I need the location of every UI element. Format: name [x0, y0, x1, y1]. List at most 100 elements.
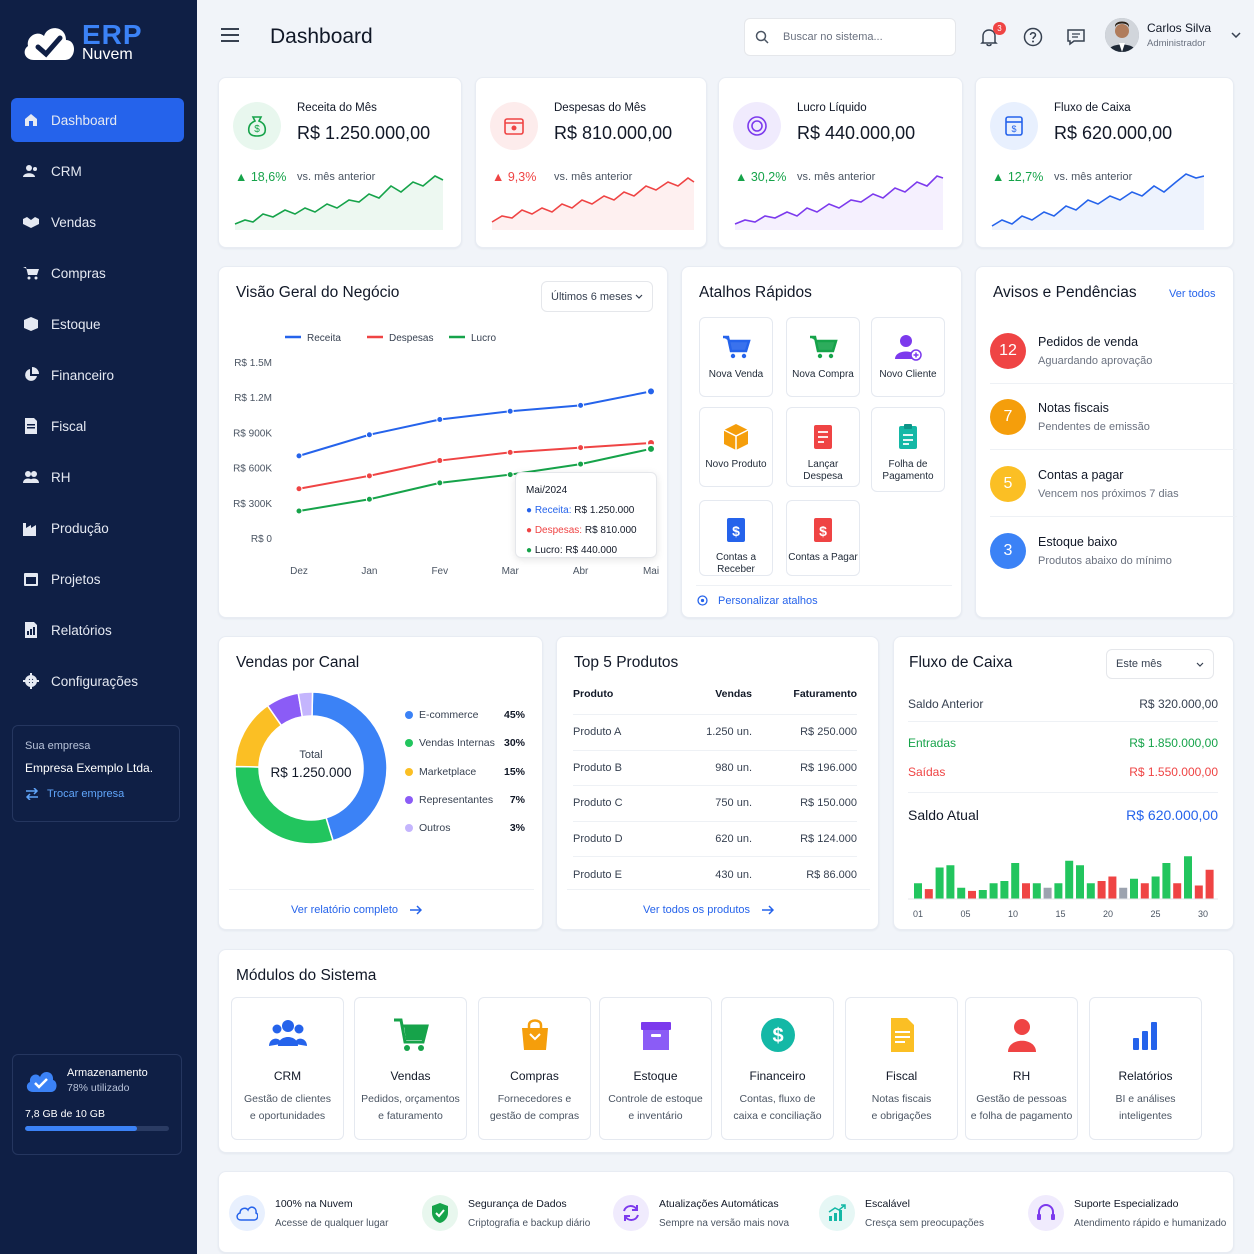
- shortcut-nova-venda[interactable]: Nova Venda: [699, 317, 773, 397]
- cashflow-bar: [1140, 883, 1149, 899]
- shortcut-nova-compra[interactable]: Nova Compra: [786, 317, 860, 397]
- kpi-change-value: 18,6%: [250, 170, 287, 184]
- sidebar-item-projetos[interactable]: Projetos: [11, 557, 184, 601]
- module-desc: Gestão de pessoas e folha de pagamento: [966, 1091, 1077, 1125]
- cell: Produto D: [573, 820, 682, 857]
- shortcut-novo-produto[interactable]: Novo Produto: [699, 407, 773, 487]
- see-all-link[interactable]: Ver todos: [1169, 288, 1216, 300]
- module-rh[interactable]: RH Gestão de pessoas e folha de pagamento: [965, 997, 1078, 1140]
- x-tick-label: 10: [1008, 909, 1018, 919]
- data-point[interactable]: [646, 443, 656, 454]
- range-select[interactable]: Últimos 6 meses: [541, 281, 653, 312]
- help-icon[interactable]: [1023, 27, 1043, 47]
- data-point[interactable]: [506, 448, 514, 456]
- data-point[interactable]: [577, 444, 585, 452]
- sidebar-item-crm[interactable]: CRM: [11, 149, 184, 193]
- data-point[interactable]: [436, 479, 444, 487]
- alert-item[interactable]: 7 Notas fiscais Pendentes de emissão: [990, 384, 1237, 450]
- cell: R$ 250.000: [752, 714, 857, 750]
- cashflow-bar: [1054, 883, 1063, 899]
- sidebar-item-dashboard[interactable]: Dashboard: [11, 98, 184, 142]
- hamburger-menu-icon[interactable]: [221, 27, 239, 43]
- cashflow-bar: [1022, 883, 1030, 899]
- module-financeiro[interactable]: $ Financeiro Contas, fluxo de caixa e con…: [721, 997, 834, 1140]
- data-point[interactable]: [295, 485, 303, 493]
- message-icon[interactable]: [1066, 27, 1086, 47]
- module-vendas[interactable]: Vendas Pedidos, orçamentos e faturamento: [354, 997, 467, 1140]
- feature-icon-bg: [613, 1195, 649, 1231]
- switch-company-link[interactable]: Trocar empresa: [25, 788, 167, 800]
- table-row[interactable]: Produto A 1.250 un. R$ 250.000: [573, 714, 857, 750]
- cashflow-bar: [989, 883, 998, 899]
- alert-item[interactable]: 3 Estoque baixo Produtos abaixo do mínimo: [990, 518, 1237, 584]
- shortcut-folha-pagamento[interactable]: Folha de Pagamento: [871, 407, 945, 492]
- shortcut-contas-receber[interactable]: $ Contas a Receber: [699, 500, 773, 576]
- table-row[interactable]: Produto B 980 un. R$ 196.000: [573, 749, 857, 786]
- legend-item: E-commerce 45%: [405, 709, 525, 721]
- period-select[interactable]: Este mês: [1106, 649, 1214, 679]
- chevron-down-icon: [635, 294, 643, 299]
- kpi-change-value: 9,3%: [507, 170, 537, 184]
- sidebar-item-compras[interactable]: Compras: [11, 251, 184, 295]
- sidebar-item-rh[interactable]: RH: [11, 455, 184, 499]
- module-desc-line: e obrigações: [871, 1110, 932, 1122]
- donut-slice[interactable]: [297, 691, 314, 718]
- sidebar-item-configuracoes[interactable]: Configurações: [11, 659, 184, 703]
- alert-item[interactable]: 12 Pedidos de venda Aguardando aprovação: [990, 318, 1237, 384]
- data-point[interactable]: [365, 495, 373, 503]
- feature-icon-bg: [422, 1195, 458, 1231]
- cashflow-bar: [1043, 887, 1052, 899]
- shortcut-lancar-despesa[interactable]: Lançar Despesa: [786, 407, 860, 487]
- module-desc-line: caixa e conciliação: [733, 1110, 822, 1122]
- data-point[interactable]: [295, 507, 303, 515]
- data-point[interactable]: [506, 407, 514, 415]
- customize-shortcuts-link[interactable]: Personalizar atalhos: [696, 594, 818, 607]
- donut-slice[interactable]: [311, 691, 388, 842]
- sidebar-item-vendas[interactable]: Vendas: [11, 200, 184, 244]
- shortcut-novo-cliente[interactable]: Novo Cliente: [871, 317, 945, 397]
- user-menu[interactable]: Carlos Silva Administrador: [1105, 18, 1241, 52]
- sidebar-item-fiscal[interactable]: Fiscal: [11, 404, 184, 448]
- data-point[interactable]: [646, 386, 656, 397]
- legend-name: Vendas Internas: [419, 737, 495, 749]
- data-point[interactable]: [365, 472, 373, 480]
- sidebar-item-producao[interactable]: Produção: [11, 506, 184, 550]
- table-row[interactable]: Produto D 620 un. R$ 124.000: [573, 820, 857, 857]
- search-box[interactable]: [744, 18, 956, 56]
- table-row[interactable]: Produto E 430 un. R$ 86.000: [573, 856, 857, 892]
- logo[interactable]: ERP Nuvem: [20, 20, 143, 64]
- user-add-icon: [895, 335, 922, 361]
- legend-label: Lucro: [471, 333, 496, 344]
- data-point[interactable]: [577, 401, 585, 409]
- module-estoque[interactable]: Estoque Controle de estoque e inventário: [599, 997, 712, 1140]
- module-fiscal[interactable]: Fiscal Notas fiscais e obrigações: [845, 997, 958, 1140]
- data-point[interactable]: [506, 471, 514, 479]
- data-point[interactable]: [365, 431, 373, 439]
- kpi-change-value: 12,7%: [1007, 170, 1044, 184]
- module-relatorios[interactable]: Relatórios BI e análises inteligentes: [1089, 997, 1202, 1140]
- sidebar-item-financeiro[interactable]: Financeiro: [11, 353, 184, 397]
- data-point[interactable]: [436, 457, 444, 465]
- card-title: Atalhos Rápidos: [699, 284, 812, 301]
- archive-box-icon: [640, 1022, 671, 1050]
- table-row[interactable]: Produto C 750 un. R$ 150.000: [573, 785, 857, 821]
- users-icon: [23, 165, 37, 177]
- card-title: Fluxo de Caixa: [909, 654, 1013, 671]
- module-compras[interactable]: Compras Fornecedores e gestão de compras: [478, 997, 591, 1140]
- sidebar-item-relatorios[interactable]: Relatórios: [11, 608, 184, 652]
- data-point[interactable]: [577, 460, 585, 468]
- alert-item[interactable]: 5 Contas a pagar Vencem nos próximos 7 di…: [990, 451, 1237, 517]
- shortcut-contas-pagar[interactable]: $ Contas a Pagar: [786, 500, 860, 576]
- sidebar-item-estoque[interactable]: Estoque: [11, 302, 184, 346]
- tooltip-despesas: ● Despesas: R$ 810.000: [526, 525, 637, 536]
- alert-title: Notas fiscais: [1038, 400, 1109, 415]
- full-report-link[interactable]: Ver relatório completo: [291, 904, 422, 916]
- data-point[interactable]: [295, 452, 303, 460]
- brand-name: ERP: [82, 19, 143, 50]
- all-products-link[interactable]: Ver todos os produtos: [643, 904, 775, 916]
- bell-icon[interactable]: [979, 27, 999, 47]
- chart-legend: Receita Despesas Lucro: [285, 333, 496, 344]
- data-point[interactable]: [436, 415, 444, 423]
- search-input[interactable]: [783, 31, 933, 43]
- module-crm[interactable]: CRM Gestão de clientes e oportunidades: [231, 997, 344, 1140]
